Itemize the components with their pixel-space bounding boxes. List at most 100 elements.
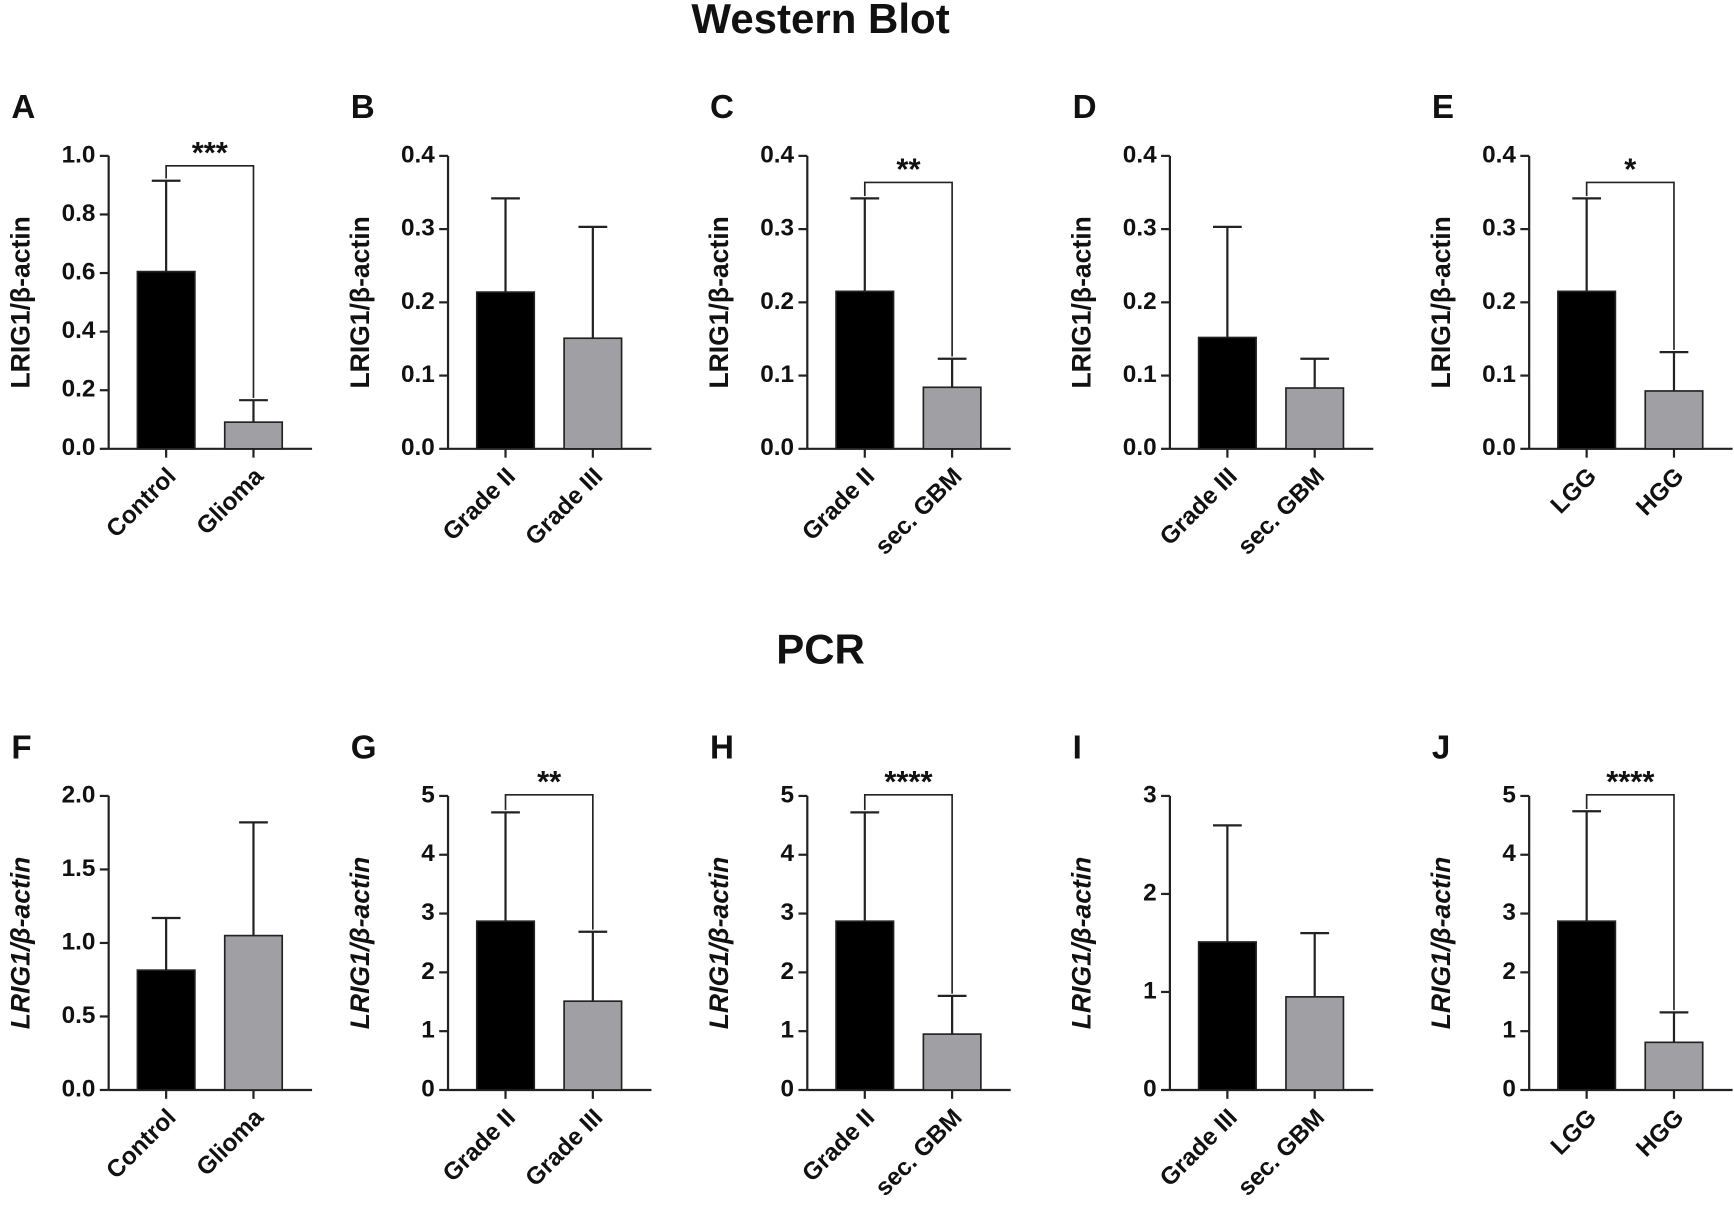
section-title: Western Blot: [691, 0, 949, 42]
y-tick-label: 0.3: [1123, 215, 1157, 242]
panel-label: A: [11, 89, 35, 126]
y-axis-label: LRIG1/β-actin: [1426, 857, 1456, 1030]
error-bar: [1572, 197, 1602, 292]
y-tick-label: 0.4: [62, 317, 96, 344]
error-bar: [1213, 225, 1242, 338]
bar: [1644, 1041, 1704, 1091]
error-bar: [239, 399, 268, 423]
significance-bracket: [863, 793, 953, 994]
bar: [136, 270, 196, 450]
y-tick-label: 0.0: [760, 434, 794, 461]
x-tick-label: sec. GBM: [1233, 1104, 1330, 1201]
y-tick-label: 1: [421, 1017, 435, 1044]
y-tick-label: 2: [1502, 958, 1516, 985]
y-tick-label: 0.4: [760, 141, 794, 168]
y-axis-label: LRIG1/β-actin: [345, 857, 375, 1030]
bar: [136, 969, 196, 1091]
x-tick-label: sec. GBM: [1233, 463, 1330, 560]
error-bar: [151, 179, 181, 272]
y-tick-label: 5: [1502, 781, 1516, 808]
panel: E LRIG1/β-actin 0.0 0.1 0.2 0.3 0.4 LGG HGG *: [1426, 89, 1733, 521]
x-tick-label: Grade III: [1155, 1104, 1243, 1192]
bar: [563, 1000, 623, 1091]
y-axis-label: LRIG1/β-actin: [704, 857, 734, 1030]
y-tick-label: 0.1: [1123, 361, 1157, 388]
bar: [1197, 941, 1257, 1091]
y-tick-label: 0: [1143, 1075, 1157, 1102]
error-bar: [850, 811, 880, 922]
y-tick-label: 0.3: [760, 215, 794, 242]
error-bar: [578, 930, 608, 1002]
significance-bracket: [165, 164, 255, 398]
bar: [223, 421, 284, 450]
bar: [223, 934, 284, 1091]
bar: [1285, 996, 1345, 1091]
bar: [835, 920, 895, 1091]
panel: D LRIG1/β-actin 0.0 0.1 0.2 0.3 0.4 Grade IIIse…: [1067, 89, 1374, 560]
y-tick-label: 0: [1502, 1075, 1516, 1102]
error-bar: [239, 821, 268, 936]
error-bar: [1213, 824, 1242, 942]
x-tick-label: Grade III: [520, 463, 608, 551]
y-tick-label: 0.4: [401, 141, 435, 168]
y-tick-label: 0.2: [760, 288, 794, 315]
x-tick-label: Control: [101, 463, 181, 543]
y-tick-label: 1: [1502, 1017, 1516, 1044]
panel: C LRIG1/β-actin 0.0 0.1 0.2 0.3 0.4 Grade IIsec…: [704, 89, 1011, 560]
y-tick-label: 1.0: [62, 141, 96, 168]
error-bar: [578, 225, 608, 339]
error-bar: [1300, 357, 1330, 389]
significance-label: ****: [1606, 764, 1655, 799]
y-tick-label: 0.6: [62, 258, 96, 285]
y-tick-label: 5: [421, 781, 435, 808]
y-axis-label: LRIG1/β-actin: [5, 857, 35, 1030]
y-tick-label: 1.0: [62, 928, 96, 955]
y-axis-label: LRIG1/β-actin: [1067, 216, 1097, 388]
y-tick-label: 0.1: [760, 361, 794, 388]
significance-bracket: [1585, 181, 1675, 350]
x-tick-label: Grade II: [438, 463, 521, 546]
y-tick-label: 0.2: [1482, 288, 1516, 315]
bar: [563, 337, 623, 450]
y-tick-label: 0.1: [401, 361, 435, 388]
y-tick-label: 2.0: [62, 781, 96, 808]
x-tick-label: Glioma: [192, 462, 270, 540]
x-tick-label: HGG: [1631, 1104, 1689, 1162]
y-tick-label: 1: [1143, 977, 1157, 1004]
error-bar: [1659, 351, 1689, 391]
x-tick-label: LGG: [1546, 463, 1602, 519]
y-tick-label: 0.0: [1482, 434, 1516, 461]
y-tick-label: 1.5: [62, 855, 96, 882]
bar: [475, 291, 536, 450]
significance-label: **: [896, 152, 921, 187]
bar: [922, 1033, 982, 1091]
error-bar: [1572, 810, 1602, 922]
y-tick-label: 3: [1502, 899, 1516, 926]
panel-label: C: [710, 89, 734, 126]
y-tick-label: 4: [421, 840, 435, 867]
x-tick-label: LGG: [1546, 1104, 1602, 1160]
error-bar: [491, 811, 520, 922]
bar: [922, 386, 982, 450]
error-bar: [937, 994, 967, 1035]
panel-label: D: [1073, 89, 1097, 126]
y-tick-label: 4: [1502, 840, 1516, 867]
significance-label: ***: [192, 135, 229, 170]
y-axis-label: LRIG1/β-actin: [345, 216, 375, 388]
significance-label: **: [537, 764, 562, 799]
y-tick-label: 0.4: [1482, 141, 1516, 168]
panel-label: E: [1432, 89, 1454, 126]
y-tick-label: 0: [781, 1075, 795, 1102]
error-bar: [937, 357, 967, 388]
y-tick-label: 3: [421, 899, 435, 926]
significance-label: *: [1624, 152, 1637, 187]
x-tick-label: sec. GBM: [870, 463, 967, 560]
bar: [835, 290, 895, 450]
y-tick-label: 0.8: [62, 200, 96, 227]
panel: G LRIG1/β-actin 0 1 2 3 4 5 Grade II Grade III **: [345, 729, 652, 1192]
y-tick-label: 0.0: [62, 1075, 96, 1102]
error-bar: [1659, 1011, 1689, 1043]
error-bar: [151, 916, 181, 971]
panel-label: B: [351, 89, 375, 126]
